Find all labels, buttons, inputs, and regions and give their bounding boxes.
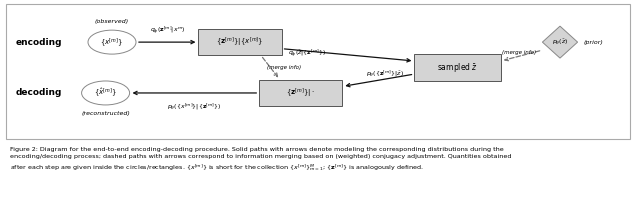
Text: $q_\phi(\bar{z}|\{\mathbf{z}^{[m]}\})$: $q_\phi(\bar{z}|\{\mathbf{z}^{[m]}\})$ [288, 48, 326, 59]
Text: $p_\theta(\{\mathbf{z}^{[m]}\}|\bar{z})$: $p_\theta(\{\mathbf{z}^{[m]}\}|\bar{z})$ [366, 69, 404, 79]
FancyBboxPatch shape [198, 29, 282, 55]
Text: Figure 2: Diagram for the end-to-end encoding-decoding procedure. Solid paths wi: Figure 2: Diagram for the end-to-end enc… [10, 147, 511, 173]
Text: $\{x^{[m]}\}$: $\{x^{[m]}\}$ [100, 36, 124, 48]
Text: (observed): (observed) [95, 19, 129, 24]
Text: $\{\mathbf{z}^{[m]}\}|\cdot$: $\{\mathbf{z}^{[m]}\}|\cdot$ [286, 86, 316, 100]
Text: $p_\theta(\bar{z})$: $p_\theta(\bar{z})$ [552, 38, 568, 47]
Text: $\{\hat{x}^{[m]}\}$: $\{\hat{x}^{[m]}\}$ [94, 87, 117, 99]
Text: (reconstructed): (reconstructed) [81, 111, 130, 116]
Text: (prior): (prior) [584, 40, 604, 45]
Text: $q_\phi(\mathbf{z}^{[m]}|x^m)$: $q_\phi(\mathbf{z}^{[m]}|x^m)$ [150, 25, 185, 36]
Text: $\{\mathbf{z}^{[m]}\}|\{x^{[m]}\}$: $\{\mathbf{z}^{[m]}\}|\{x^{[m]}\}$ [216, 36, 264, 49]
Text: (merge info): (merge info) [268, 65, 301, 70]
Text: $p_\theta(\{x^{[m]}\}|\{\mathbf{z}^{[m]}\})$: $p_\theta(\{x^{[m]}\}|\{\mathbf{z}^{[m]}… [167, 102, 221, 112]
Text: sampled $\bar{z}$: sampled $\bar{z}$ [437, 61, 478, 74]
Polygon shape [543, 26, 578, 58]
Text: decoding: decoding [16, 88, 62, 97]
Text: (merge info): (merge info) [502, 50, 536, 55]
FancyBboxPatch shape [415, 55, 500, 81]
Ellipse shape [82, 81, 130, 105]
FancyBboxPatch shape [6, 4, 630, 139]
Ellipse shape [88, 30, 136, 54]
Text: encoding: encoding [16, 38, 63, 47]
FancyBboxPatch shape [259, 80, 342, 106]
